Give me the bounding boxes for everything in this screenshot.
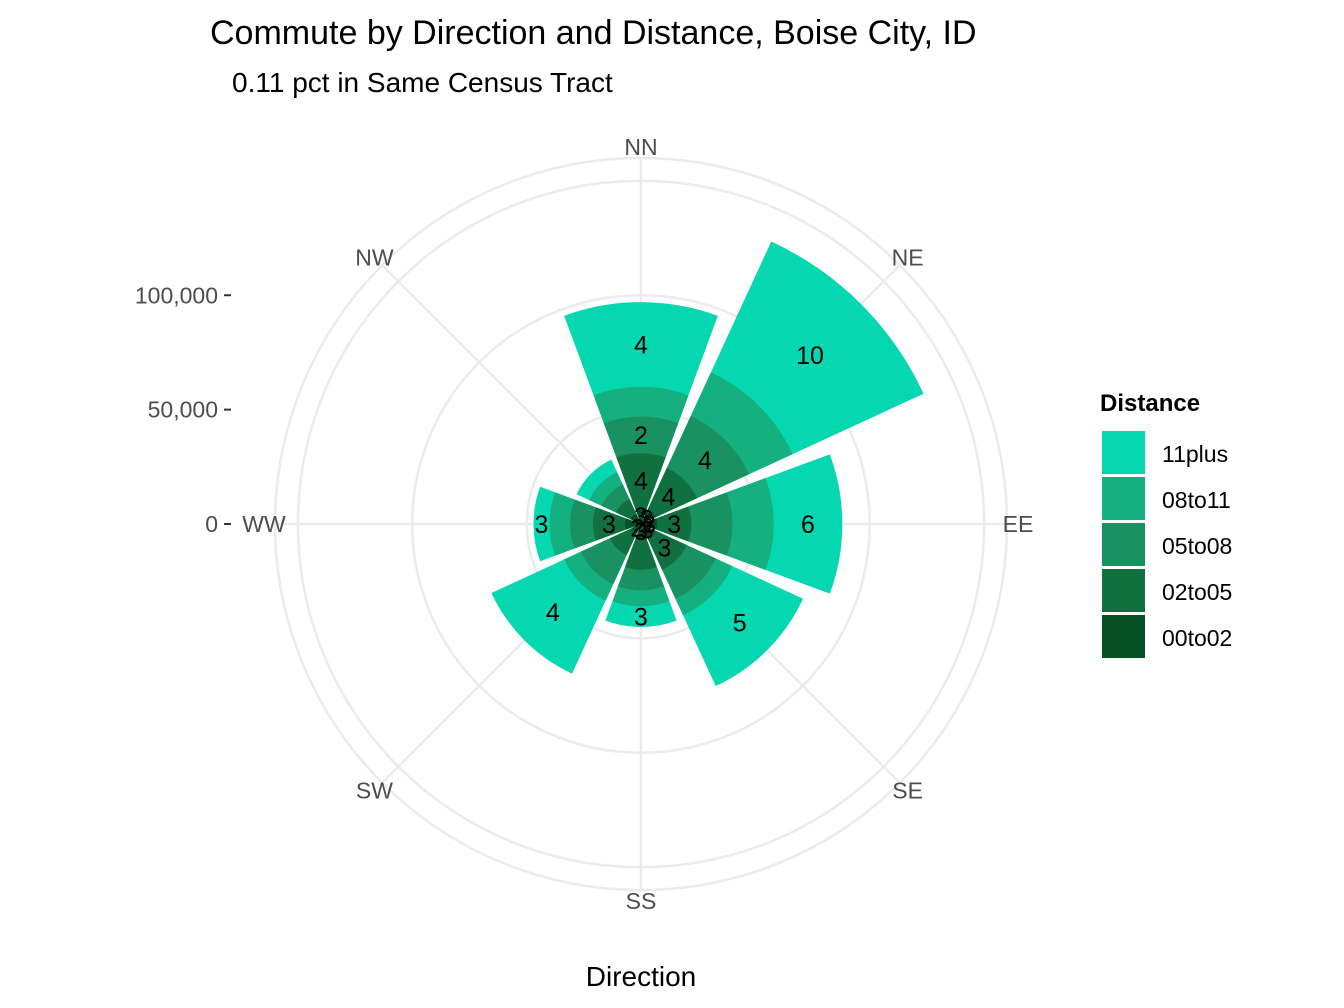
bar-label: 4 (698, 447, 712, 475)
legend-label-02to05: 02to05 (1162, 579, 1232, 605)
bar-label: 3 (640, 505, 654, 533)
legend-swatch-02to05 (1102, 569, 1145, 612)
bar-label: 4 (546, 599, 560, 627)
direction-labels: NN NE EE SE SS SW WW NW (242, 134, 1033, 914)
bar-label: 2 (634, 422, 648, 450)
y-tick-label: 0 (205, 511, 218, 537)
bar-label: 6 (801, 511, 815, 539)
bar-label: 10 (796, 342, 824, 370)
legend-label-05to08: 05to08 (1162, 533, 1232, 559)
bar-label: 3 (602, 511, 616, 539)
chart-title: Commute by Direction and Distance, Boise… (210, 14, 977, 52)
bar-label: 3 (634, 518, 648, 546)
bar-label: 3 (634, 604, 648, 632)
bar-nn-00to02 (635, 507, 647, 524)
bar-ww-02to05 (592, 507, 641, 541)
bar-ee-02to05 (641, 506, 692, 542)
direction-label-se: SE (892, 778, 923, 804)
x-axis-title: Direction (586, 961, 696, 992)
bar-sw-00to02 (631, 524, 641, 534)
bar-label: 5 (733, 610, 747, 638)
bar-nw-00to02 (630, 513, 641, 524)
direction-label-ww: WW (242, 511, 286, 537)
bar-label: 3 (640, 517, 654, 545)
direction-label-ss: SS (626, 888, 657, 914)
bar-label: 2 (630, 515, 644, 543)
bar-label: 3 (642, 511, 656, 539)
bar-nn-02to05 (616, 453, 666, 524)
legend-title: Distance (1100, 390, 1200, 417)
bar-ww-00to02 (624, 518, 641, 530)
bar-label: 4 (634, 468, 648, 496)
bar-sw-02to05 (609, 524, 641, 556)
direction-label-nw: NW (355, 244, 394, 270)
bar-layer (491, 241, 924, 687)
legend: Distance 11plus 08to11 05to08 02to05 00to02 (1100, 390, 1232, 658)
y-tick-label: 50,000 (148, 397, 218, 423)
legend-label-00to02: 00to02 (1162, 625, 1232, 651)
direction-label-ee: EE (1003, 511, 1034, 537)
bar-se-00to02 (641, 524, 656, 539)
legend-swatch-00to02 (1102, 615, 1145, 658)
direction-label-sw: SW (356, 778, 393, 804)
y-axis: 0 50,000 100,000 (135, 282, 231, 537)
bar-label: 4 (634, 331, 648, 359)
chart-subtitle: 0.11 pct in Same Census Tract (232, 67, 613, 98)
direction-label-ne: NE (892, 244, 924, 270)
bar-se-02to05 (641, 524, 687, 570)
legend-swatch-05to08 (1102, 523, 1145, 566)
direction-label-nn: NN (624, 134, 657, 160)
bar-label: 3 (658, 534, 672, 562)
bar-ss-02to05 (625, 524, 657, 570)
bar-ss-00to02 (636, 524, 646, 538)
bar-label: 3 (667, 511, 681, 539)
bar-label: 3 (634, 503, 648, 531)
bar-ne-00to02 (641, 509, 656, 524)
bar-label: 3 (535, 511, 549, 539)
bar-ee-00to02 (641, 518, 658, 530)
legend-label-11plus: 11plus (1162, 441, 1228, 467)
bar-label: 4 (662, 484, 676, 512)
legend-label-08to11: 08to11 (1162, 487, 1231, 513)
legend-swatch-08to11 (1102, 477, 1145, 520)
bar-ne-02to05 (641, 467, 698, 524)
legend-swatch-11plus (1102, 431, 1145, 474)
y-tick-label: 100,000 (135, 282, 218, 308)
